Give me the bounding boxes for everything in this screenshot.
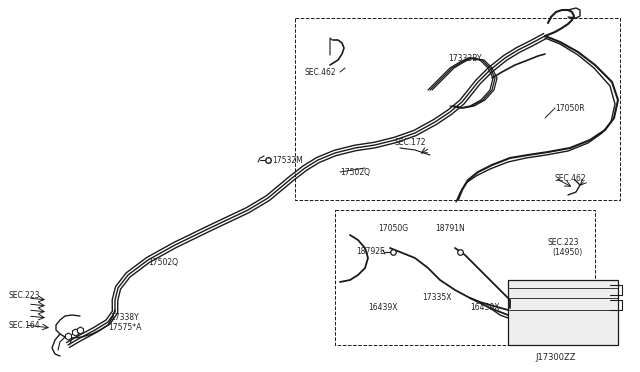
Text: (14950): (14950)	[552, 247, 582, 257]
Text: 17333BY: 17333BY	[448, 54, 482, 62]
Text: 17575*A: 17575*A	[108, 324, 141, 333]
Text: SEC.223: SEC.223	[548, 237, 579, 247]
Text: 17502Q: 17502Q	[340, 167, 370, 176]
Text: SEC.223: SEC.223	[8, 292, 40, 301]
Text: SEC.462: SEC.462	[555, 173, 587, 183]
Text: 17502Q: 17502Q	[148, 257, 178, 266]
Text: 17338Y: 17338Y	[110, 314, 139, 323]
Text: 18791N: 18791N	[435, 224, 465, 232]
Text: 18792E: 18792E	[356, 247, 385, 257]
Text: J17300ZZ: J17300ZZ	[535, 353, 575, 362]
Text: 17050G: 17050G	[378, 224, 408, 232]
Bar	[508, 280, 618, 345]
Text: 16439X: 16439X	[470, 304, 499, 312]
Text: SEC.462: SEC.462	[305, 67, 337, 77]
Text: 17532M: 17532M	[272, 155, 303, 164]
Text: 17050R: 17050R	[555, 103, 584, 112]
Text: 17335X: 17335X	[422, 294, 451, 302]
Text: SEC.172: SEC.172	[395, 138, 426, 147]
Text: SEC.164: SEC.164	[8, 321, 40, 330]
Text: 16439X: 16439X	[368, 304, 397, 312]
